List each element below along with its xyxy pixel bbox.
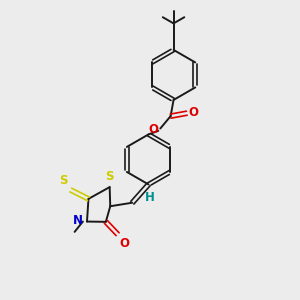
Text: O: O bbox=[148, 123, 158, 136]
Text: O: O bbox=[189, 106, 199, 119]
Text: S: S bbox=[105, 170, 114, 183]
Text: S: S bbox=[59, 174, 68, 187]
Text: O: O bbox=[119, 237, 129, 250]
Text: N: N bbox=[73, 214, 83, 227]
Text: H: H bbox=[145, 191, 154, 204]
